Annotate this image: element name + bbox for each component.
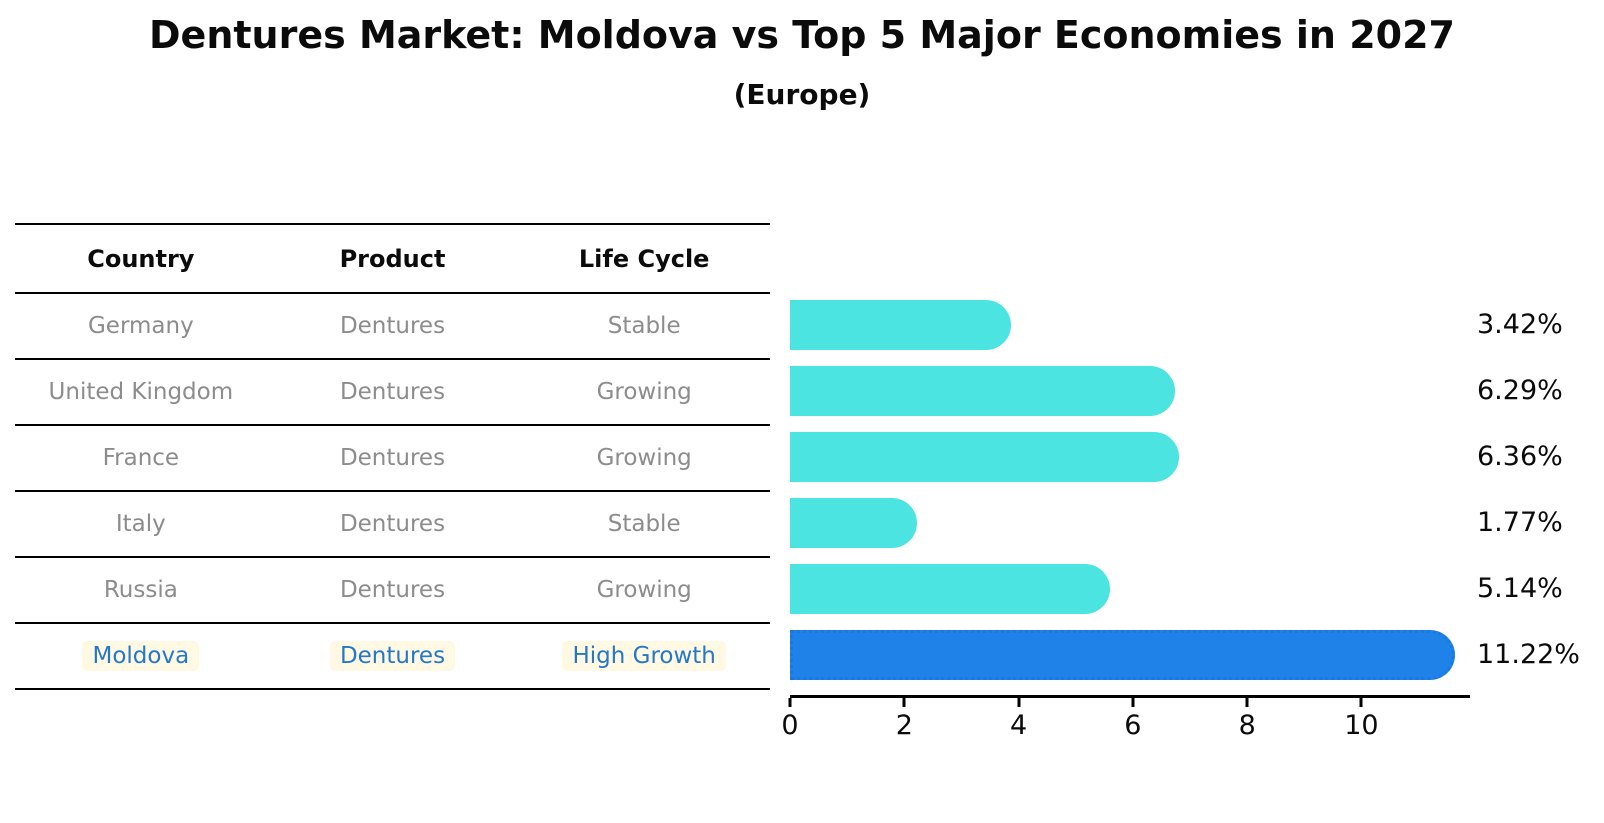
x-axis-tick-label: 2 bbox=[895, 710, 913, 741]
x-axis-tick bbox=[788, 698, 792, 707]
country-table: Country Product Life Cycle Germany Dentu… bbox=[15, 223, 770, 690]
x-axis-tick bbox=[1131, 698, 1135, 707]
value-label-germany: 3.42% bbox=[1477, 309, 1563, 340]
table-row: Italy Dentures Stable bbox=[15, 492, 770, 558]
bar-germany bbox=[790, 300, 1012, 350]
bar-france bbox=[790, 432, 1180, 482]
cell-country: Moldova bbox=[82, 641, 200, 671]
cell-country: Italy bbox=[115, 511, 166, 537]
cell-product: Dentures bbox=[339, 577, 446, 603]
cell-lifecycle: Stable bbox=[607, 313, 681, 339]
cell-country: Germany bbox=[87, 313, 194, 339]
cell-lifecycle: Growing bbox=[596, 577, 692, 603]
bar-chart-plot-area bbox=[790, 292, 1470, 688]
x-axis-tick-label: 0 bbox=[781, 710, 799, 741]
col-header-lifecycle: Life Cycle bbox=[578, 244, 710, 273]
x-axis-tick bbox=[1017, 698, 1021, 707]
cell-lifecycle: Stable bbox=[607, 511, 681, 537]
table-row: Russia Dentures Growing bbox=[15, 558, 770, 624]
x-axis-tick bbox=[1245, 698, 1249, 707]
bar-italy bbox=[790, 498, 918, 548]
bar-russia bbox=[790, 564, 1110, 614]
cell-product: Dentures bbox=[339, 511, 446, 537]
value-label-france: 6.36% bbox=[1477, 441, 1563, 472]
table-row: France Dentures Growing bbox=[15, 426, 770, 492]
x-axis-tick bbox=[1359, 698, 1363, 707]
cell-lifecycle: Growing bbox=[596, 445, 692, 471]
bar-moldova-highlighted bbox=[790, 630, 1456, 680]
cell-lifecycle: High Growth bbox=[562, 641, 726, 671]
table-header-row: Country Product Life Cycle bbox=[15, 225, 770, 294]
value-label-italy: 1.77% bbox=[1477, 507, 1563, 538]
table-row-moldova-highlighted: Moldova Dentures High Growth bbox=[15, 624, 770, 690]
cell-country: United Kingdom bbox=[48, 379, 234, 405]
table-row: United Kingdom Dentures Growing bbox=[15, 360, 770, 426]
value-label-moldova: 11.22% bbox=[1477, 639, 1580, 670]
x-axis-tick bbox=[902, 698, 906, 707]
x-axis-tick-label: 10 bbox=[1344, 710, 1379, 741]
cell-product: Dentures bbox=[339, 313, 446, 339]
bar-value-labels: 3.42% 6.29% 6.36% 1.77% 5.14% 11.22% bbox=[1477, 292, 1580, 688]
cell-product: Dentures bbox=[339, 379, 446, 405]
x-axis: 0 2 4 6 8 10 bbox=[781, 695, 1470, 755]
value-label-russia: 5.14% bbox=[1477, 573, 1563, 604]
cell-country: Russia bbox=[103, 577, 178, 603]
cell-product: Dentures bbox=[329, 641, 456, 671]
x-axis-tick-label: 4 bbox=[1009, 710, 1028, 741]
col-header-product: Product bbox=[339, 244, 446, 273]
bar-united-kingdom bbox=[790, 366, 1176, 416]
x-axis-tick-label: 6 bbox=[1124, 710, 1142, 741]
x-axis-tick-label: 8 bbox=[1238, 710, 1256, 741]
cell-country: France bbox=[102, 445, 180, 471]
col-header-country: Country bbox=[87, 244, 195, 273]
chart-subtitle: (Europe) bbox=[733, 78, 871, 111]
chart-title: Dentures Market: Moldova vs Top 5 Major … bbox=[149, 13, 1455, 57]
table-row: Germany Dentures Stable bbox=[15, 294, 770, 360]
value-label-united-kingdom: 6.29% bbox=[1477, 375, 1563, 406]
cell-lifecycle: Growing bbox=[596, 379, 692, 405]
cell-product: Dentures bbox=[339, 445, 446, 471]
x-axis-line bbox=[790, 695, 1470, 698]
